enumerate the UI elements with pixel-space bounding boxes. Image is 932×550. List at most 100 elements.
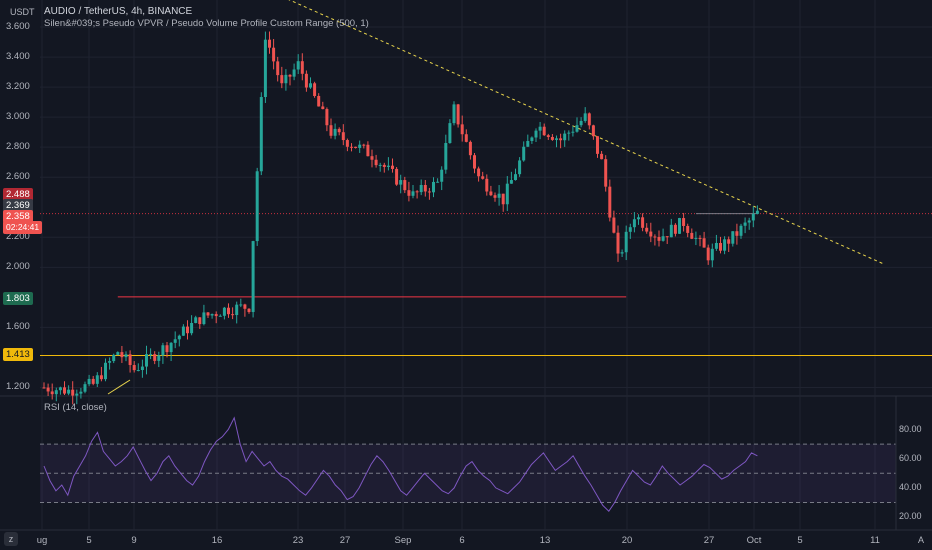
candle-body [448,123,452,144]
x-tick-label: 5 [797,535,803,546]
candle-body [542,126,546,136]
candle-body [276,61,280,76]
candle-body [325,109,329,126]
candle-body [755,210,759,214]
price-badge-stop: 2.488 [3,188,33,201]
candle-body [600,153,604,160]
x-tick-label: 5 [86,535,92,546]
candle-body [124,354,128,358]
candle-body [296,61,300,70]
candle-body [395,168,399,185]
candle-body [690,232,694,239]
candle-body [727,239,731,244]
y-tick-label: 2.000 [6,261,30,273]
candle-body [682,218,686,226]
candle-body [591,125,595,137]
candle-body [411,191,415,196]
candle-body [493,195,497,198]
candle-body [288,74,292,77]
candle-body [501,193,505,205]
settings-z-icon[interactable]: z [4,532,18,546]
candle-body [575,125,579,132]
candle-body [181,326,185,336]
candle-body [95,375,99,384]
candle-body [559,138,563,141]
candle-body [206,312,210,316]
x-tick-label: ug [36,535,48,546]
y-tick-label: 3.400 [6,51,30,63]
rsi-tick-label: 60.00 [899,452,922,463]
candle-body [317,95,321,107]
y-tick-label: 2.200 [6,231,30,243]
candle-body [309,83,312,88]
currency-label: USDT [10,7,35,17]
candle-body [145,354,148,367]
candle-body [50,391,54,395]
candle-body [612,217,616,233]
candle-body [415,191,419,193]
candle-body [641,217,645,228]
price-badge-current: 2.358 [3,210,33,223]
candle-body [382,164,386,167]
candle-body [596,136,599,154]
candle-body [157,355,161,361]
candle-body [678,218,681,234]
candle-body [440,169,444,182]
x-tick-label: 6 [459,535,465,546]
candle-body [530,137,534,141]
candle-body [555,138,558,140]
candle-body [378,164,382,166]
candle-body [132,365,136,371]
y-tick-label: 3.000 [6,111,30,123]
candle-body [194,317,198,323]
candle-body [63,387,66,394]
x-tick-label: 11 [870,535,880,546]
candle-body [391,165,394,169]
candle-body [665,236,669,238]
candle-body [292,69,296,77]
candle-body [686,225,690,233]
x-tick-label: Sep [394,535,412,546]
candle-body [165,345,169,353]
candle-body [222,307,226,316]
candle-body [169,342,173,353]
candle-body [518,160,522,175]
y-tick-label: 3.600 [6,21,30,33]
price-badge-target: 1.803 [3,292,33,305]
x-tick-label: 16 [211,535,223,546]
candle-body [604,159,608,187]
candle-body [243,304,247,309]
candle-body [112,354,116,362]
candle-body [407,190,411,196]
auto-scale-icon[interactable]: A [917,535,924,545]
candle-body [386,165,390,167]
candle-body [329,125,333,136]
candle-body [567,132,571,134]
y-tick-label: 2.600 [6,171,30,183]
y-tick-label: 2.800 [6,141,30,153]
candle-body [399,180,403,185]
rsi-title[interactable]: RSI (14, close) [44,402,107,413]
candle-body [702,238,706,248]
candle-body [120,352,124,358]
candle-body [505,183,509,205]
candle-body [468,141,472,156]
candle-body [177,335,181,340]
candle-body [509,180,513,184]
candle-body [735,231,739,236]
candle-body [272,47,276,62]
candle-body [313,83,317,96]
candle-body [99,375,103,380]
indicator-title[interactable]: Silen&#039;s Pseudo VPVR / Pseudo Volume… [44,18,369,29]
candle-body [526,140,530,147]
candle-body [186,326,189,334]
candle-body [645,227,649,232]
rsi-line [43,416,758,512]
candle-body [350,146,353,148]
candle-body [710,248,714,261]
candlestick-series [42,31,759,405]
candle-body [522,146,526,161]
candle-body [579,120,583,126]
